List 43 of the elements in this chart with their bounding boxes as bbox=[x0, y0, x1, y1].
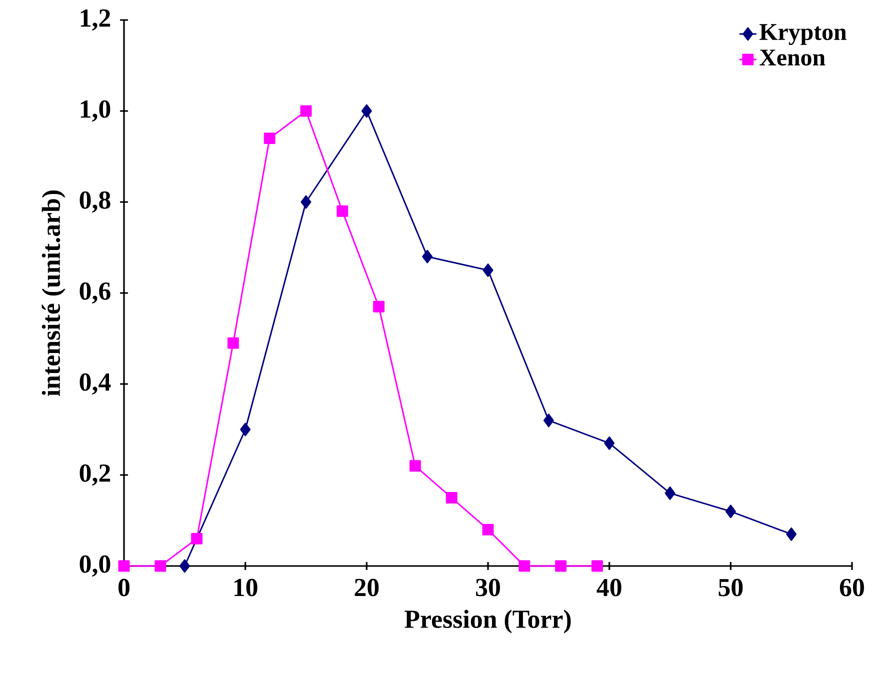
point bbox=[154, 560, 166, 572]
point bbox=[604, 436, 615, 450]
point bbox=[264, 132, 276, 144]
point bbox=[227, 337, 239, 349]
point bbox=[482, 264, 494, 277]
point bbox=[482, 524, 494, 536]
point bbox=[591, 560, 603, 572]
point bbox=[725, 504, 736, 518]
y-tick-label: 0,6 bbox=[80, 282, 110, 304]
x-tick-label: 30 bbox=[476, 578, 500, 596]
y-tick-label: 0,0 bbox=[80, 555, 110, 577]
point bbox=[409, 460, 421, 472]
y-tick-label: 0,4 bbox=[80, 373, 111, 395]
legend-label: Krypton bbox=[760, 24, 846, 45]
y-tick-label: 1,2 bbox=[80, 9, 110, 31]
legend-label: Xenon bbox=[760, 50, 826, 66]
x-axis-title: Pression (Torr) bbox=[404, 610, 571, 634]
x-tick-label: 60 bbox=[840, 578, 864, 596]
x-tick-label: 50 bbox=[718, 578, 743, 596]
point bbox=[786, 527, 797, 541]
y-tick-label: 1,0 bbox=[80, 100, 110, 122]
point bbox=[240, 422, 251, 436]
point bbox=[300, 105, 312, 117]
point bbox=[373, 300, 385, 312]
point bbox=[118, 560, 130, 572]
point bbox=[555, 560, 567, 572]
point bbox=[179, 559, 190, 573]
point bbox=[191, 532, 203, 544]
x-tick-label: 10 bbox=[234, 578, 258, 596]
point bbox=[664, 486, 676, 500]
point bbox=[518, 560, 530, 572]
y-tick-label: 0,8 bbox=[80, 191, 110, 213]
point bbox=[361, 104, 372, 118]
point bbox=[543, 414, 554, 428]
point bbox=[336, 205, 348, 217]
point bbox=[446, 492, 458, 504]
x-tick-label: 40 bbox=[596, 578, 622, 596]
x-tick-label: 20 bbox=[354, 578, 379, 596]
point bbox=[422, 250, 433, 264]
point bbox=[300, 195, 312, 209]
y-axis-title: intensité (unit.arb) bbox=[42, 190, 66, 396]
y-tick-label: 0,2 bbox=[80, 464, 110, 486]
x-tick-label: 0 bbox=[118, 578, 130, 596]
